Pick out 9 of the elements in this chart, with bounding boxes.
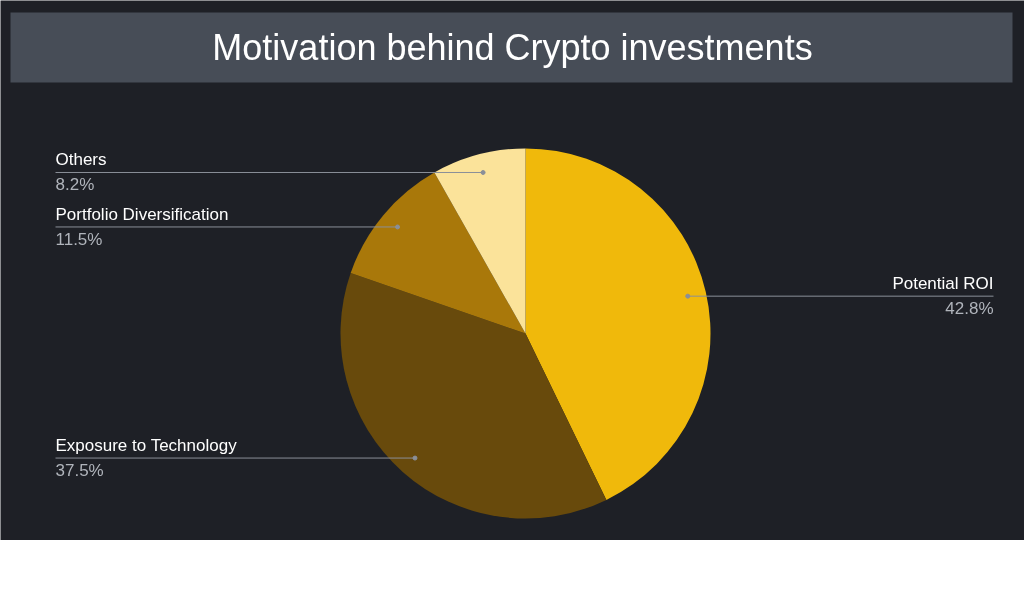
slice-label: Portfolio Diversification bbox=[55, 204, 229, 224]
data-label: 42.8% bbox=[945, 299, 994, 319]
slice-label: Potential ROI bbox=[892, 274, 994, 294]
data-label: 8.2% bbox=[55, 175, 95, 195]
slice-label: Others bbox=[55, 150, 107, 170]
chart-title: Motivation behind Crypto investments bbox=[212, 27, 813, 68]
data-label: 11.5% bbox=[55, 229, 103, 249]
slice-label: Exposure to Technology bbox=[55, 436, 238, 456]
data-label: 37.5% bbox=[55, 461, 104, 481]
